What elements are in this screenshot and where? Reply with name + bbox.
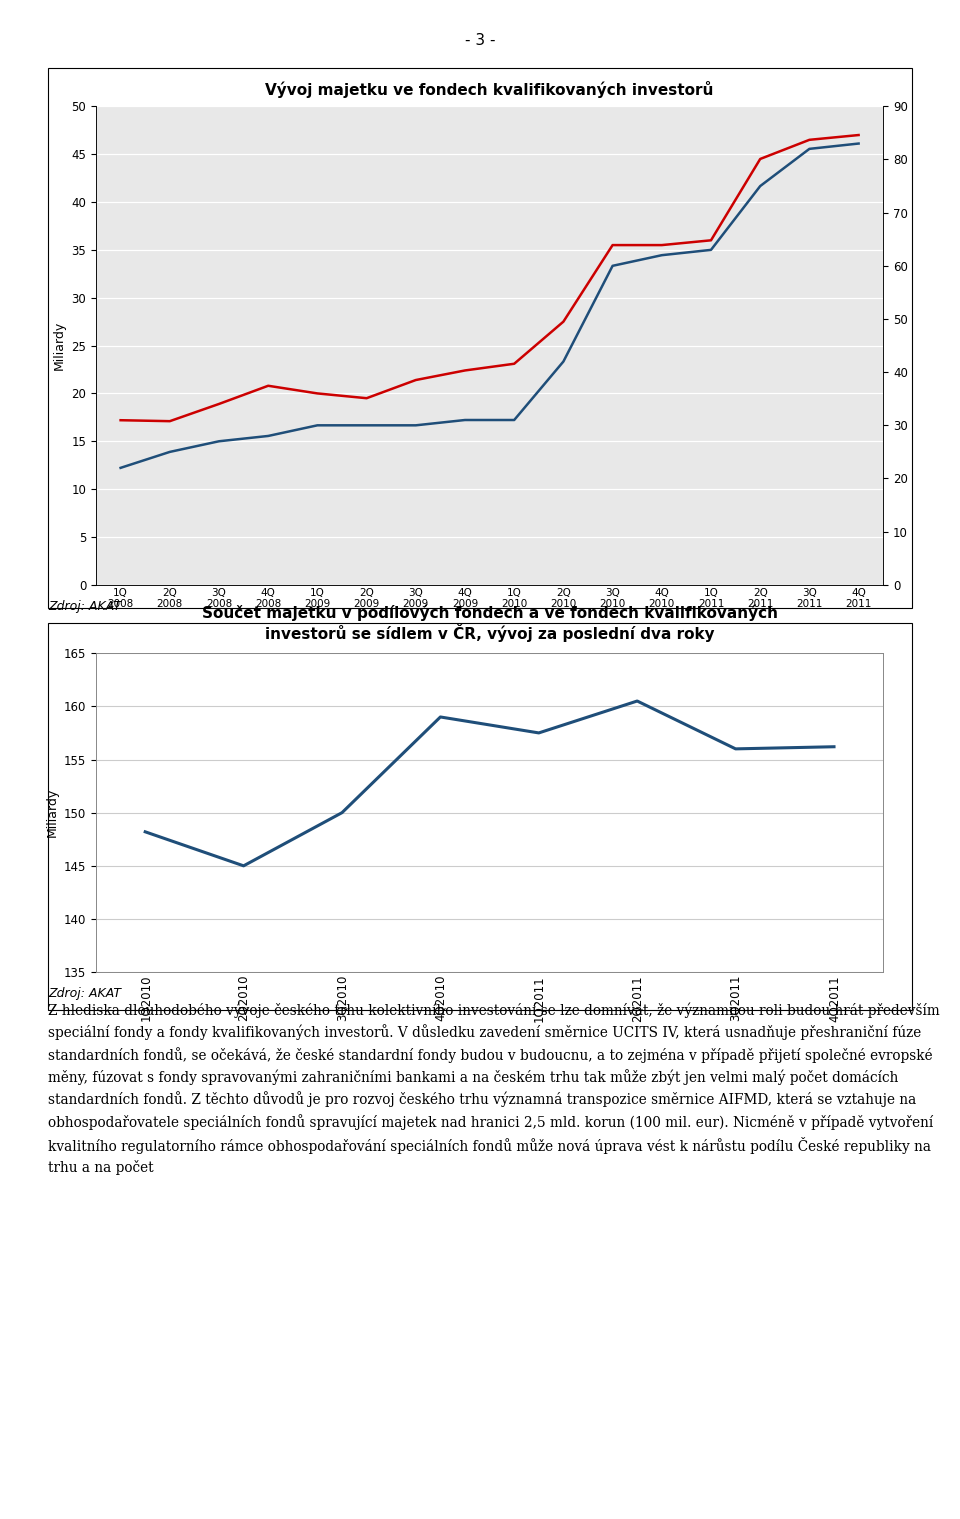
Text: - 3 -: - 3 - [465,33,495,49]
Text: Zdroj: AKAT: Zdroj: AKAT [48,987,121,1001]
Y-axis label: Miliardy: Miliardy [45,788,59,837]
Text: Zdroj: AKAT: Zdroj: AKAT [48,600,121,614]
Legend: VK (CZK), Počet fondů: VK (CZK), Počet fondů [366,699,613,722]
Title: Vývoj majetku ve fondech kvalifikovaných investorů: Vývoj majetku ve fondech kvalifikovaných… [265,81,714,99]
Title: Součet majetku v podílových fondech a ve fondech kvalifikovaných
investorů se sí: Součet majetku v podílových fondech a ve… [202,605,778,643]
Y-axis label: Miliardy: Miliardy [53,321,66,371]
Text: Z hlediska dlouhodobého vývoje českého trhu kolektivního investování se lze domn: Z hlediska dlouhodobého vývoje českého t… [48,1003,940,1174]
